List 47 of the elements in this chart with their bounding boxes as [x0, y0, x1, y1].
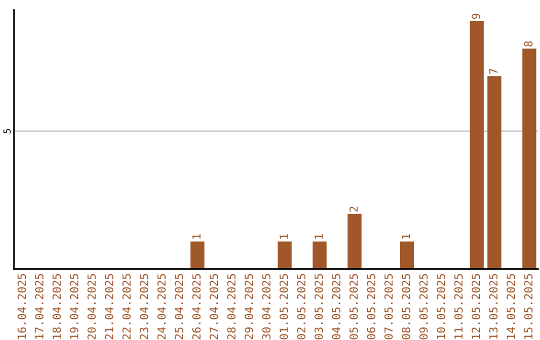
- bar: [487, 76, 502, 269]
- x-tick-label: 02.05.2025: [297, 274, 306, 340]
- y-tick-label: 5: [4, 129, 11, 134]
- data-label: 8: [524, 41, 533, 46]
- bar: [278, 241, 292, 269]
- x-tick-label: 05.05.2025: [349, 274, 358, 340]
- data-label: 1: [402, 234, 410, 239]
- x-tick-label: 06.05.2025: [366, 274, 376, 340]
- x-tick-label: 22.04.2025: [122, 274, 131, 340]
- x-tick-label: 11.05.2025: [454, 274, 463, 339]
- x-tick-label: 12.05.2025: [472, 274, 480, 339]
- x-tick-label: 29.04.2025: [244, 274, 254, 340]
- x-tick-label: 25.04.2025: [174, 274, 184, 340]
- bar: [312, 241, 327, 269]
- x-tick-label: 23.04.2025: [140, 274, 148, 340]
- bar: [348, 214, 362, 269]
- x-tick-label: 04.05.2025: [332, 274, 340, 340]
- bar: [470, 21, 484, 269]
- x-tick-label: 18.04.2025: [52, 274, 61, 339]
- data-label: 1: [280, 234, 288, 239]
- x-tick-label: 13.05.2025: [489, 274, 498, 339]
- x-tick-label: 24.04.2025: [157, 274, 166, 340]
- x-tick-label: 09.05.2025: [419, 274, 428, 340]
- bar: [190, 241, 204, 269]
- x-tick-label: 07.05.2025: [384, 274, 393, 340]
- data-label: 7: [489, 68, 498, 74]
- data-label: 1: [192, 234, 200, 239]
- x-tick-label: 19.04.2025: [70, 274, 78, 339]
- x-tick-label: 16.04.2025: [18, 274, 26, 339]
- x-tick-label: 08.05.2025: [402, 274, 410, 340]
- data-label: 1: [314, 234, 323, 239]
- x-tick-label: 27.04.2025: [210, 274, 218, 340]
- x-tick-label: 28.04.2025: [227, 274, 236, 340]
- x-tick-label: 26.04.2025: [192, 274, 201, 340]
- data-label: 2: [349, 206, 358, 212]
- bar: [522, 48, 536, 269]
- x-tick-label: 03.05.2025: [314, 274, 323, 340]
- x-tick-label: 20.04.2025: [87, 274, 96, 340]
- data-label: 9: [472, 14, 480, 19]
- x-tick-label: 21.04.2025: [104, 274, 114, 340]
- x-tick-label: 17.04.2025: [35, 274, 44, 339]
- x-tick-label: 14.05.2025: [506, 274, 516, 339]
- x-tick-label: 30.04.2025: [262, 274, 271, 340]
- x-tick-label: 01.05.2025: [280, 274, 288, 340]
- bar: [400, 241, 414, 269]
- x-tick-label: 10.05.2025: [436, 274, 446, 339]
- x-tick-label: 15.05.2025: [524, 274, 533, 339]
